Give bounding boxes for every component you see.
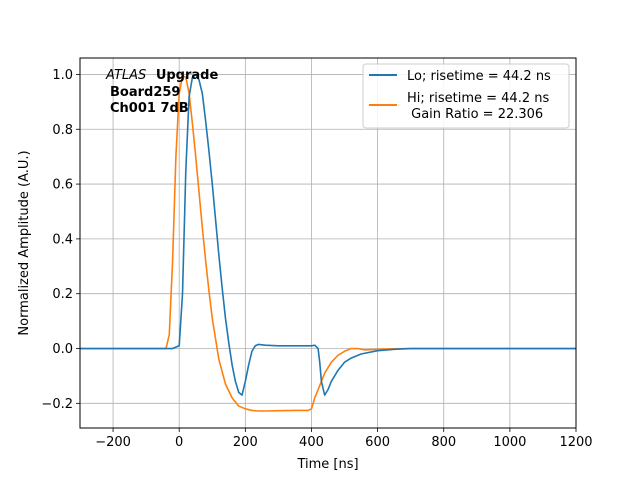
x-tick-label: 400 <box>299 435 324 450</box>
series-line-hi <box>80 75 576 412</box>
x-axis-label: Time [ns] <box>296 457 358 472</box>
y-tick-label: 0.4 <box>52 232 73 247</box>
annotation-line-2: Board259 <box>110 85 180 100</box>
x-tick-label: 1200 <box>559 435 592 450</box>
x-tick-label: 800 <box>431 435 456 450</box>
annotation-atlas: ATLAS <box>105 68 146 83</box>
legend-box <box>362 63 570 129</box>
y-axis-label: Normalized Amplitude (A.U.) <box>17 150 32 335</box>
y-tick-label: 0.8 <box>52 123 73 138</box>
y-tick-label: 0.2 <box>52 287 73 302</box>
series-line-lo <box>80 73 576 396</box>
x-tick-label: 600 <box>365 435 390 450</box>
series-layer <box>80 73 576 412</box>
x-tick-label: 1000 <box>493 435 526 450</box>
y-tick-label: 1.0 <box>52 68 73 83</box>
y-tick-label: 0.0 <box>52 342 73 357</box>
legend-label-hi: Hi; risetime = 44.2 ns Gain Ratio = 22.3… <box>407 91 549 122</box>
annotation-line-1: ATLAS Upgrade <box>105 68 218 83</box>
x-tick-label: 200 <box>233 435 258 450</box>
x-tick-label: 0 <box>175 435 183 450</box>
y-tick-label: −0.2 <box>41 397 73 412</box>
annotation-upgrade: Upgrade <box>156 68 219 83</box>
legend: Lo; risetime = 44.2 ns Hi; risetime = 44… <box>362 63 570 129</box>
annotation-line-3: Ch001 7dB <box>110 101 189 116</box>
x-tick-label: −200 <box>95 435 131 450</box>
y-tick-label: 0.6 <box>52 178 73 193</box>
legend-label-hi-line: Hi; risetime = 44.2 ns <box>407 91 549 106</box>
annotation: ATLAS Upgrade Board259 Ch001 7dB <box>105 68 218 116</box>
plot-frame <box>79 57 577 429</box>
legend-label-hi-line: Gain Ratio = 22.306 <box>407 107 543 122</box>
legend-label-lo: Lo; risetime = 44.2 ns <box>407 69 551 84</box>
ticks: −200 0 200 400 600 800 1000 1200 −0.2 0.0 0.2 0.4 0.… <box>41 68 592 450</box>
